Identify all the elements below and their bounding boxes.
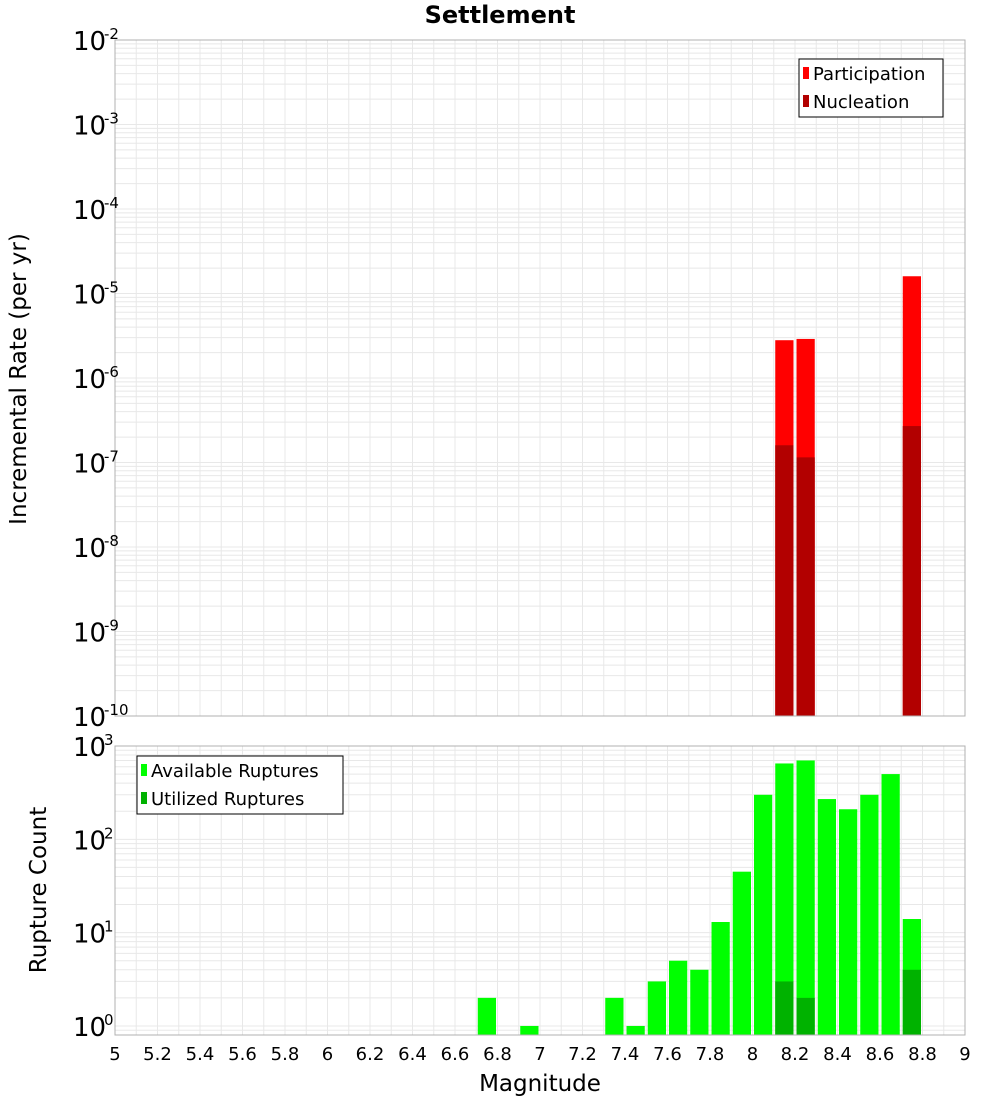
bar bbox=[754, 794, 773, 1035]
bar bbox=[732, 871, 751, 1035]
y-tick-label: 10 bbox=[73, 365, 106, 395]
bottom-legend: Available Ruptures Utilized Ruptures bbox=[136, 755, 344, 815]
y-tick-exponent: -8 bbox=[104, 532, 119, 550]
bar bbox=[775, 763, 794, 1035]
y-tick-exponent: 1 bbox=[104, 918, 114, 936]
bar bbox=[839, 809, 858, 1035]
x-tick-label: 6.8 bbox=[483, 1044, 512, 1065]
y-tick-exponent: -5 bbox=[104, 279, 119, 297]
top-legend: Participation Nucleation bbox=[798, 58, 944, 118]
y-tick-exponent: -10 bbox=[104, 701, 129, 719]
x-tick-label: 7.2 bbox=[568, 1044, 597, 1065]
bar bbox=[520, 1025, 539, 1035]
x-tick-label: 6.2 bbox=[356, 1044, 385, 1065]
bar bbox=[902, 969, 921, 1035]
x-tick-label: 6.6 bbox=[441, 1044, 470, 1065]
bar bbox=[690, 969, 709, 1035]
top-series-nucleation bbox=[775, 426, 921, 716]
y-tick-exponent: 0 bbox=[104, 1011, 114, 1029]
top-plot-frame bbox=[114, 39, 966, 717]
bar bbox=[775, 445, 794, 716]
y-tick-exponent: -3 bbox=[104, 110, 119, 128]
legend-swatch bbox=[141, 764, 147, 776]
x-tick-label: 8.8 bbox=[908, 1044, 937, 1065]
chart-title: Settlement bbox=[425, 1, 576, 29]
bar bbox=[902, 426, 921, 716]
y-tick-label: 10 bbox=[73, 112, 106, 142]
y-tick-exponent: 2 bbox=[104, 824, 114, 842]
legend-label: Available Ruptures bbox=[151, 761, 319, 782]
y-tick-exponent: -2 bbox=[104, 25, 119, 43]
legend-box bbox=[798, 58, 944, 118]
bar bbox=[605, 997, 624, 1035]
x-tick-label: 7.4 bbox=[611, 1044, 640, 1065]
x-tick-label: 7.8 bbox=[696, 1044, 725, 1065]
x-tick-label: 5 bbox=[109, 1044, 120, 1065]
legend-swatch bbox=[803, 95, 809, 107]
legend-label: Utilized Ruptures bbox=[151, 789, 304, 810]
y-tick-label: 10 bbox=[73, 920, 106, 950]
x-tick-label: 6.4 bbox=[398, 1044, 427, 1065]
x-tick-label: 7 bbox=[534, 1044, 545, 1065]
legend-swatch bbox=[803, 67, 809, 79]
y-tick-exponent: -6 bbox=[104, 363, 119, 381]
x-tick-label: 5.2 bbox=[143, 1044, 172, 1065]
bar bbox=[477, 997, 496, 1035]
y-tick-label: 10 bbox=[73, 27, 106, 57]
top-grid bbox=[114, 39, 966, 717]
y-tick-exponent: -9 bbox=[104, 617, 119, 635]
legend-box bbox=[136, 755, 344, 815]
x-tick-label: 5.8 bbox=[271, 1044, 300, 1065]
x-tick-label: 8.4 bbox=[823, 1044, 852, 1065]
bar bbox=[711, 922, 730, 1035]
bar bbox=[626, 1025, 645, 1035]
bottom-plot-frame bbox=[114, 745, 966, 1036]
bottom-series-utilized-ruptures bbox=[775, 969, 921, 1035]
y-tick-exponent: 3 bbox=[104, 731, 114, 749]
y-tick-label: 10 bbox=[73, 281, 106, 311]
y-tick-label: 10 bbox=[73, 733, 106, 763]
x-tick-label: 7.6 bbox=[653, 1044, 682, 1065]
y-tick-label: 10 bbox=[73, 703, 106, 733]
bar bbox=[881, 774, 900, 1035]
bar bbox=[817, 799, 836, 1035]
bar bbox=[647, 981, 666, 1035]
x-tick-label: 8.6 bbox=[866, 1044, 895, 1065]
y-tick-label: 10 bbox=[73, 450, 106, 480]
y-tick-label: 10 bbox=[73, 196, 106, 226]
y-tick-label: 10 bbox=[73, 1013, 106, 1043]
x-tick-label: 8.2 bbox=[781, 1044, 810, 1065]
bar bbox=[669, 960, 688, 1035]
legend-swatch bbox=[141, 792, 147, 804]
x-tick-label: 6 bbox=[322, 1044, 333, 1065]
bar bbox=[775, 981, 794, 1035]
bottom-series-available-ruptures bbox=[477, 760, 921, 1035]
y-tick-label: 10 bbox=[73, 619, 106, 649]
top-panel: 10-210-310-410-510-610-710-810-910-10Par… bbox=[73, 25, 966, 733]
x-tick-label: 9 bbox=[959, 1044, 970, 1065]
bar bbox=[796, 997, 815, 1035]
legend-label: Participation bbox=[813, 64, 925, 85]
x-tick-label: 5.4 bbox=[186, 1044, 215, 1065]
y-tick-exponent: -4 bbox=[104, 194, 119, 212]
y-tick-exponent: -7 bbox=[104, 448, 119, 466]
x-tick-label: 8 bbox=[747, 1044, 758, 1065]
bottom-y-axis-label: Rupture Count bbox=[26, 807, 52, 973]
x-axis-label: Magnitude bbox=[479, 1071, 601, 1097]
top-y-axis-label: Incremental Rate (per yr) bbox=[6, 233, 32, 525]
y-tick-label: 10 bbox=[73, 534, 106, 564]
bar bbox=[860, 794, 879, 1035]
bar bbox=[796, 457, 815, 716]
bar bbox=[796, 760, 815, 1035]
y-tick-label: 10 bbox=[73, 826, 106, 856]
legend-label: Nucleation bbox=[813, 92, 909, 113]
x-tick-label: 5.6 bbox=[228, 1044, 257, 1065]
